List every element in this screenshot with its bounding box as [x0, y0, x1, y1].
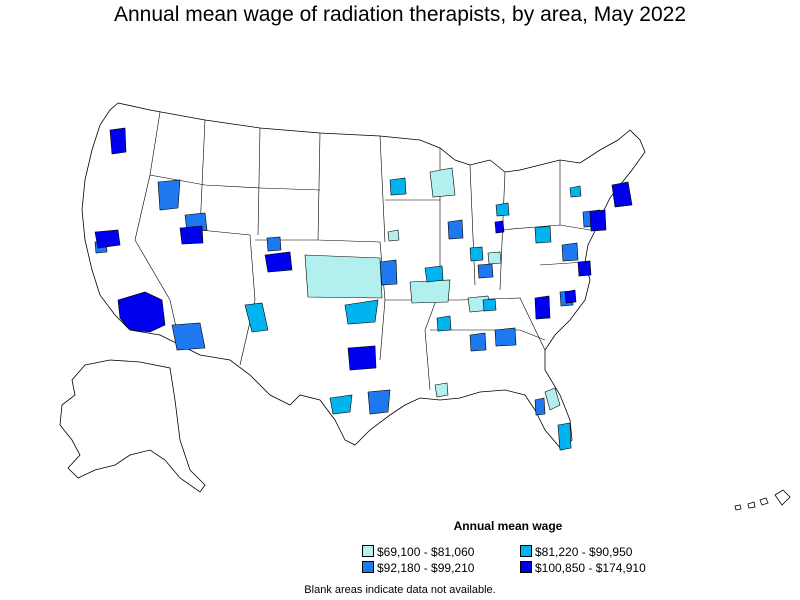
area-tier-3: [447, 219, 464, 240]
alaska-outline: [59, 359, 206, 493]
legend-label: $100,850 - $174,910: [535, 561, 646, 575]
legend-label: $81,220 - $90,950: [535, 545, 633, 559]
legend-item: $100,850 - $174,910: [520, 561, 646, 575]
legend-item: $81,220 - $90,950: [520, 545, 632, 559]
hawaii-island: [759, 497, 769, 506]
area-tier-4: [564, 289, 577, 304]
legend-label: $92,180 - $99,210: [377, 561, 475, 575]
area-tier-2: [482, 298, 497, 312]
area-tier-2: [557, 422, 572, 451]
area-tier-3: [477, 263, 494, 279]
area-tier-3: [561, 242, 579, 262]
area-tier-2: [569, 185, 582, 198]
area-tier-4: [589, 209, 607, 232]
map-note: Blank areas indicate data not available.: [304, 584, 496, 596]
area-tier-3: [266, 236, 282, 252]
legend-swatch: [362, 561, 374, 573]
area-tier-2: [495, 202, 510, 217]
area-tier-3: [171, 322, 206, 351]
area-tier-2: [534, 225, 552, 244]
legend-item: $69,100 - $81,060: [362, 545, 474, 559]
area-tier-3: [534, 397, 546, 416]
area-tier-4: [534, 295, 551, 320]
area-tier-1: [387, 229, 400, 242]
legend-title: Annual mean wage: [453, 519, 563, 533]
legend-item: $92,180 - $99,210: [362, 561, 474, 575]
area-tier-4: [94, 229, 121, 249]
area-tier-2: [469, 246, 484, 262]
hawaii-island: [747, 501, 756, 509]
hawaii-island: [734, 504, 742, 511]
area-tier-2: [389, 177, 407, 196]
area-tier-3: [379, 259, 398, 286]
area-tier-3: [367, 389, 391, 415]
area-tier-2: [344, 299, 379, 325]
area-tier-1: [429, 167, 456, 198]
map-title: Annual mean wage of radiation therapists…: [113, 3, 686, 26]
area-tier-1: [544, 387, 561, 411]
area-tier-2: [329, 394, 353, 415]
legend-swatch: [520, 545, 532, 557]
area-tier-3: [494, 327, 517, 347]
area-tier-4: [117, 291, 166, 333]
legend-swatch: [362, 545, 374, 557]
area-tier-4: [179, 225, 204, 245]
area-tier-4: [577, 260, 592, 277]
area-tier-4: [347, 345, 377, 371]
area-tier-2: [436, 315, 452, 332]
area-tier-1: [434, 382, 449, 398]
area-tier-2: [424, 265, 444, 283]
area-tier-2: [244, 302, 269, 333]
area-tier-1: [409, 279, 451, 304]
area-tier-4: [494, 220, 505, 234]
area-tier-4: [611, 181, 633, 208]
hawaii-island: [774, 489, 791, 506]
area-tier-3: [469, 332, 487, 352]
legend-swatch: [520, 561, 532, 573]
area-tier-4: [109, 127, 127, 155]
area-tier-1: [304, 254, 383, 299]
legend-label: $69,100 - $81,060: [377, 545, 475, 559]
area-tier-1: [487, 251, 502, 265]
area-tier-4: [264, 251, 293, 273]
area-tier-3: [157, 179, 181, 211]
